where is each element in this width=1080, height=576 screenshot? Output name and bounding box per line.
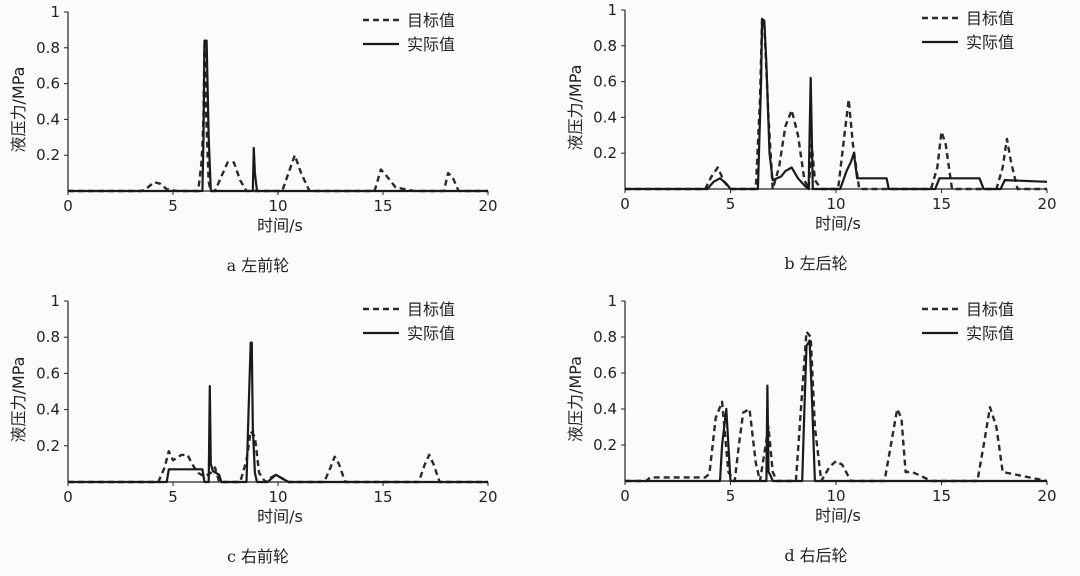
series-actual-line bbox=[68, 341, 488, 484]
y-tick-label: 0.4 bbox=[36, 110, 60, 128]
x-tick-label: 20 bbox=[1037, 487, 1056, 505]
x-tick-label: 10 bbox=[268, 488, 287, 506]
y-tick-label: 0.4 bbox=[593, 400, 617, 418]
series-target-line bbox=[68, 430, 488, 484]
legend-actual-label: 实际值 bbox=[407, 35, 455, 54]
x-tick-label: 20 bbox=[478, 488, 497, 506]
series-target-line bbox=[625, 330, 1048, 483]
x-tick-label: 10 bbox=[826, 195, 845, 213]
x-tick-label: 10 bbox=[268, 197, 287, 215]
y-tick-label: 1 bbox=[50, 3, 60, 21]
x-tick-label: 0 bbox=[63, 197, 73, 215]
panel-caption: d 右后轮 bbox=[784, 546, 847, 565]
x-tick-label: 5 bbox=[168, 488, 178, 506]
x-tick-label: 0 bbox=[63, 488, 73, 506]
panel-caption: c 右前轮 bbox=[227, 547, 289, 566]
y-axis-title: 液压力/MPa bbox=[9, 67, 28, 153]
y-tick-label: 1 bbox=[607, 292, 617, 310]
x-tick-label: 20 bbox=[478, 197, 497, 215]
legend-actual-label: 实际值 bbox=[966, 33, 1014, 52]
y-tick-label: 0.8 bbox=[593, 328, 617, 346]
series-actual-line bbox=[625, 17, 1048, 191]
series-target-line bbox=[68, 43, 488, 193]
y-tick-label: 0.8 bbox=[593, 37, 617, 55]
y-tick-label: 0.6 bbox=[36, 75, 60, 93]
legend-target-label: 目标值 bbox=[407, 11, 455, 30]
legend-actual-label: 实际值 bbox=[966, 324, 1014, 343]
x-axis-title: 时间/s bbox=[815, 214, 861, 233]
y-tick-label: 0.2 bbox=[36, 437, 60, 455]
series-actual-line bbox=[625, 339, 1047, 483]
y-tick-label: 0.2 bbox=[593, 436, 617, 454]
y-tick-label: 0.2 bbox=[593, 144, 617, 162]
x-tick-label: 15 bbox=[932, 195, 951, 213]
legend-target-label: 目标值 bbox=[966, 9, 1014, 28]
x-axis-title: 时间/s bbox=[257, 507, 303, 526]
x-axis-title: 时间/s bbox=[257, 216, 303, 235]
y-tick-label: 1 bbox=[50, 292, 60, 310]
x-tick-label: 5 bbox=[168, 197, 178, 215]
y-tick-label: 0.8 bbox=[36, 39, 60, 57]
y-tick-label: 0.8 bbox=[36, 328, 60, 346]
y-tick-label: 0.4 bbox=[36, 401, 60, 419]
x-tick-label: 5 bbox=[726, 487, 736, 505]
y-axis-title: 液压力/MPa bbox=[566, 65, 585, 151]
legend-actual-label: 实际值 bbox=[407, 324, 455, 343]
y-tick-label: 0.6 bbox=[593, 73, 617, 91]
y-tick-label: 0.4 bbox=[593, 108, 617, 126]
x-tick-label: 15 bbox=[373, 488, 392, 506]
x-tick-label: 0 bbox=[620, 195, 630, 213]
y-axis-title: 液压力/MPa bbox=[9, 357, 28, 443]
x-tick-label: 10 bbox=[826, 487, 845, 505]
x-tick-label: 20 bbox=[1037, 195, 1056, 213]
x-tick-label: 15 bbox=[373, 197, 392, 215]
series-actual-line bbox=[68, 39, 488, 193]
y-tick-label: 0.2 bbox=[36, 146, 60, 164]
x-tick-label: 15 bbox=[932, 487, 951, 505]
y-tick-label: 0.6 bbox=[593, 364, 617, 382]
panel-caption: b 左后轮 bbox=[784, 254, 847, 273]
x-axis-title: 时间/s bbox=[815, 506, 861, 525]
legend-target-label: 目标值 bbox=[966, 300, 1014, 319]
y-tick-label: 0.6 bbox=[36, 364, 60, 382]
y-tick-label: 1 bbox=[607, 1, 617, 19]
panel-caption: a 左前轮 bbox=[227, 256, 290, 275]
legend-target-label: 目标值 bbox=[407, 300, 455, 319]
x-tick-label: 5 bbox=[726, 195, 736, 213]
y-axis-title: 液压力/MPa bbox=[566, 356, 585, 442]
x-tick-label: 0 bbox=[620, 487, 630, 505]
